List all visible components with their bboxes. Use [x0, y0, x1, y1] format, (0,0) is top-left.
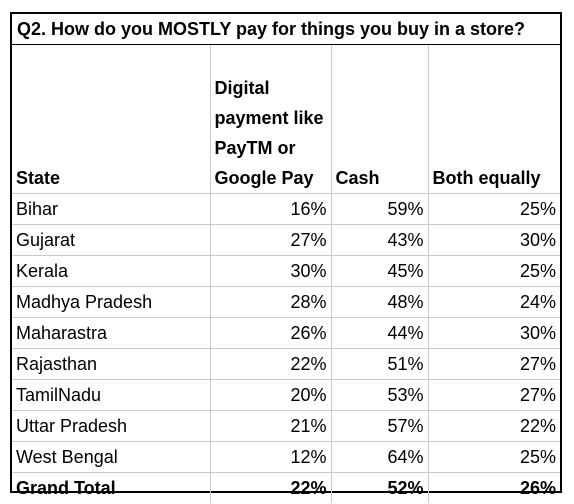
header-cash: Cash [331, 45, 429, 194]
cell-cash: 53% [331, 379, 429, 411]
cell-state: TamilNadu [12, 379, 211, 411]
grand-total-row: Grand Total 22% 52% 26% [12, 472, 560, 503]
table-row: West Bengal 12% 64% 25% [12, 441, 560, 473]
table-row: Gujarat 27% 43% 30% [12, 224, 560, 256]
cell-cash: 57% [331, 410, 429, 442]
cell-digital: 27% [210, 224, 332, 256]
cell-digital: 30% [210, 255, 332, 287]
cell-state: Maharastra [12, 317, 211, 349]
cell-digital: 16% [210, 193, 332, 225]
cell-state: Madhya Pradesh [12, 286, 211, 318]
cell-both: 25% [428, 441, 560, 473]
cell-state: Gujarat [12, 224, 211, 256]
cell-both: 24% [428, 286, 560, 318]
cell-state: Uttar Pradesh [12, 410, 211, 442]
cell-both: 22% [428, 410, 560, 442]
cell-both: 30% [428, 224, 560, 256]
cell-cash: 48% [331, 286, 429, 318]
table-row: Maharastra 26% 44% 30% [12, 317, 560, 349]
table-title: Q2. How do you MOSTLY pay for things you… [12, 14, 560, 45]
cell-both: 27% [428, 348, 560, 380]
cell-digital: 28% [210, 286, 332, 318]
table-row: Rajasthan 22% 51% 27% [12, 348, 560, 380]
cell-cash: 52% [331, 472, 429, 503]
cell-state: Kerala [12, 255, 211, 287]
cell-both: 25% [428, 255, 560, 287]
table-row: Uttar Pradesh 21% 57% 22% [12, 410, 560, 442]
cell-cash: 45% [331, 255, 429, 287]
cell-both: 25% [428, 193, 560, 225]
cell-cash: 59% [331, 193, 429, 225]
table-row: Madhya Pradesh 28% 48% 24% [12, 286, 560, 318]
cell-state: West Bengal [12, 441, 211, 473]
cell-digital: 21% [210, 410, 332, 442]
cell-digital: 22% [210, 348, 332, 380]
cell-digital: 26% [210, 317, 332, 349]
header-row: State Digital payment like PayTM or Goog… [12, 45, 560, 194]
cell-state: Bihar [12, 193, 211, 225]
table-row: TamilNadu 20% 53% 27% [12, 379, 560, 411]
survey-table-frame: Q2. How do you MOSTLY pay for things you… [10, 12, 562, 503]
cell-cash: 44% [331, 317, 429, 349]
payment-table: State Digital payment like PayTM or Goog… [12, 45, 560, 503]
header-digital: Digital payment like PayTM or Google Pay [210, 45, 332, 194]
cell-cash: 64% [331, 441, 429, 473]
header-both: Both equally [428, 45, 560, 194]
cell-both: 27% [428, 379, 560, 411]
cell-digital: 22% [210, 472, 332, 503]
cell-digital: 12% [210, 441, 332, 473]
cell-both: 30% [428, 317, 560, 349]
header-state: State [12, 45, 211, 194]
cell-digital: 20% [210, 379, 332, 411]
table-row: Kerala 30% 45% 25% [12, 255, 560, 287]
cell-both: 26% [519, 477, 556, 498]
cell-cash: 51% [331, 348, 429, 380]
table-row: Bihar 16% 59% 25% [12, 193, 560, 225]
cell-state: Grand Total [12, 472, 211, 503]
cell-state: Rajasthan [12, 348, 211, 380]
cell-cash: 43% [331, 224, 429, 256]
